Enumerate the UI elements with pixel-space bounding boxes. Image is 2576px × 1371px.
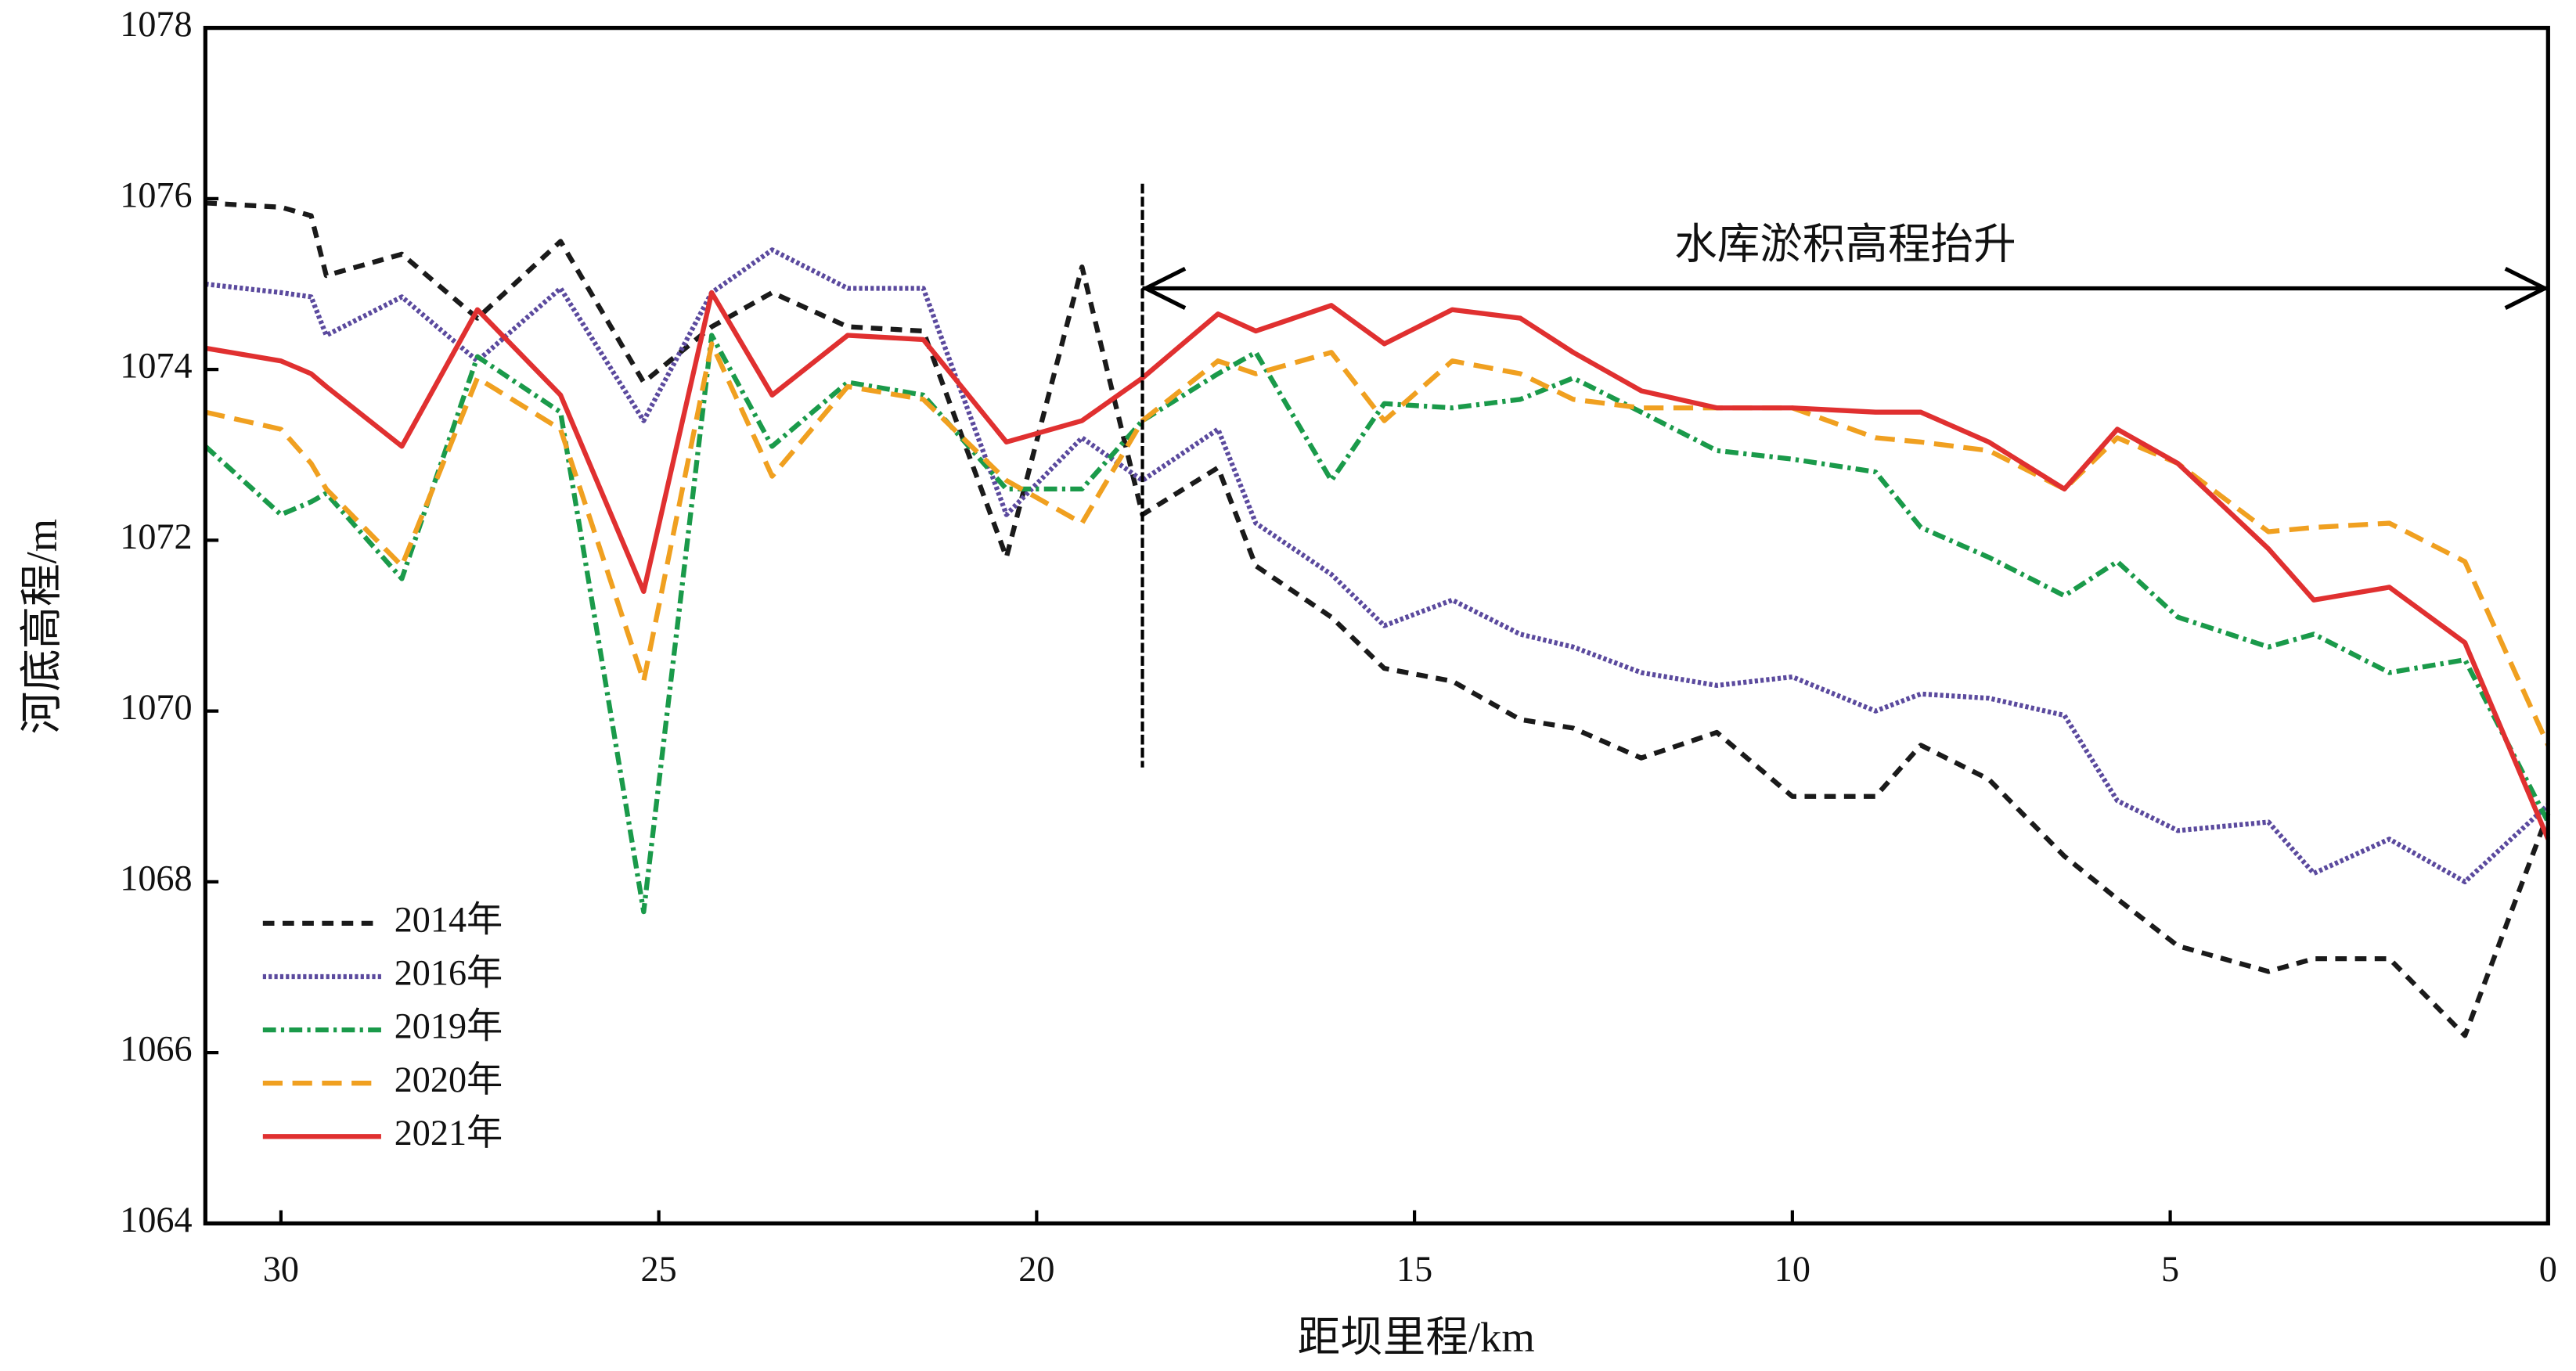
legend-label: 2020年 — [395, 1060, 503, 1099]
annotation-text: 水库淤积高程抬升 — [1674, 221, 2016, 268]
y-tick-label: 1076 — [120, 175, 192, 214]
x-tick-label: 10 — [1774, 1249, 1810, 1289]
x-axis-title: 距坝里程/km — [1298, 1313, 1535, 1361]
y-axis-title: 河底高程/m — [17, 519, 65, 734]
y-tick-label: 1070 — [120, 687, 192, 727]
x-tick-label: 5 — [2161, 1249, 2179, 1289]
y-tick-label: 1072 — [120, 516, 192, 556]
x-tick-label: 0 — [2539, 1249, 2557, 1289]
legend-label: 2016年 — [395, 953, 503, 993]
y-tick-label: 1066 — [120, 1029, 192, 1069]
y-tick-label: 1064 — [120, 1200, 192, 1240]
legend-label: 2014年 — [395, 899, 503, 939]
y-tick-label: 1078 — [120, 4, 192, 44]
plot-frame — [203, 26, 2550, 1226]
y-tick-label: 1074 — [120, 346, 192, 386]
series-line — [204, 341, 2551, 747]
x-tick-label: 25 — [641, 1249, 677, 1289]
x-tick-label: 30 — [263, 1249, 299, 1289]
x-tick-label: 15 — [1396, 1249, 1432, 1289]
y-tick-label: 1068 — [120, 858, 192, 898]
series-line — [204, 333, 2551, 915]
legend-label: 2021年 — [395, 1113, 503, 1153]
arrow-head — [1140, 266, 1187, 310]
arrow-head — [2504, 266, 2549, 310]
legend-label: 2019年 — [395, 1006, 503, 1046]
series-line — [205, 247, 2550, 885]
series-line — [204, 290, 2551, 840]
x-tick-label: 20 — [1018, 1249, 1054, 1289]
series-line — [205, 200, 2551, 1038]
